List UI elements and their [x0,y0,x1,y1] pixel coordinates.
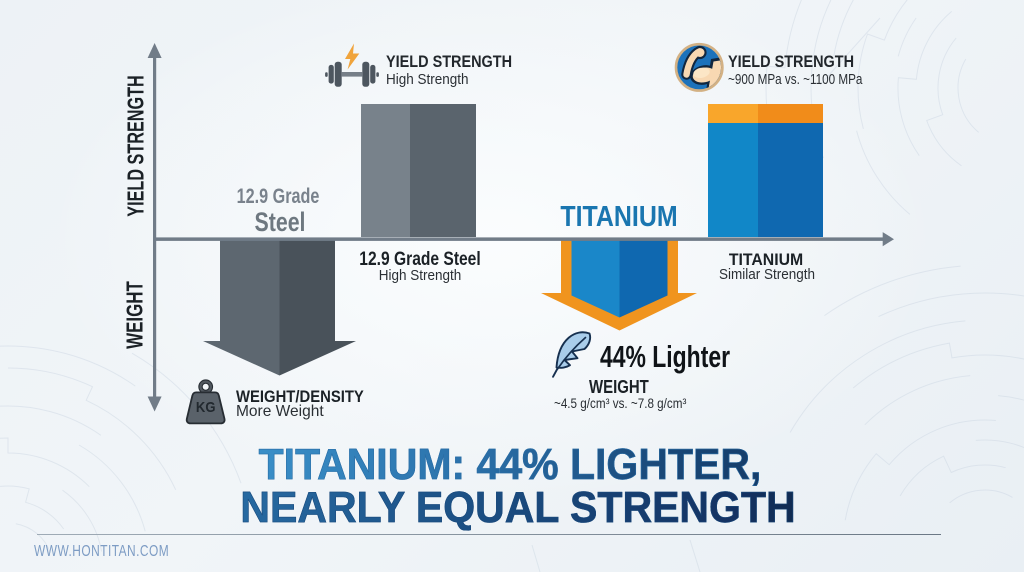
svg-text:KG: KG [196,399,216,415]
